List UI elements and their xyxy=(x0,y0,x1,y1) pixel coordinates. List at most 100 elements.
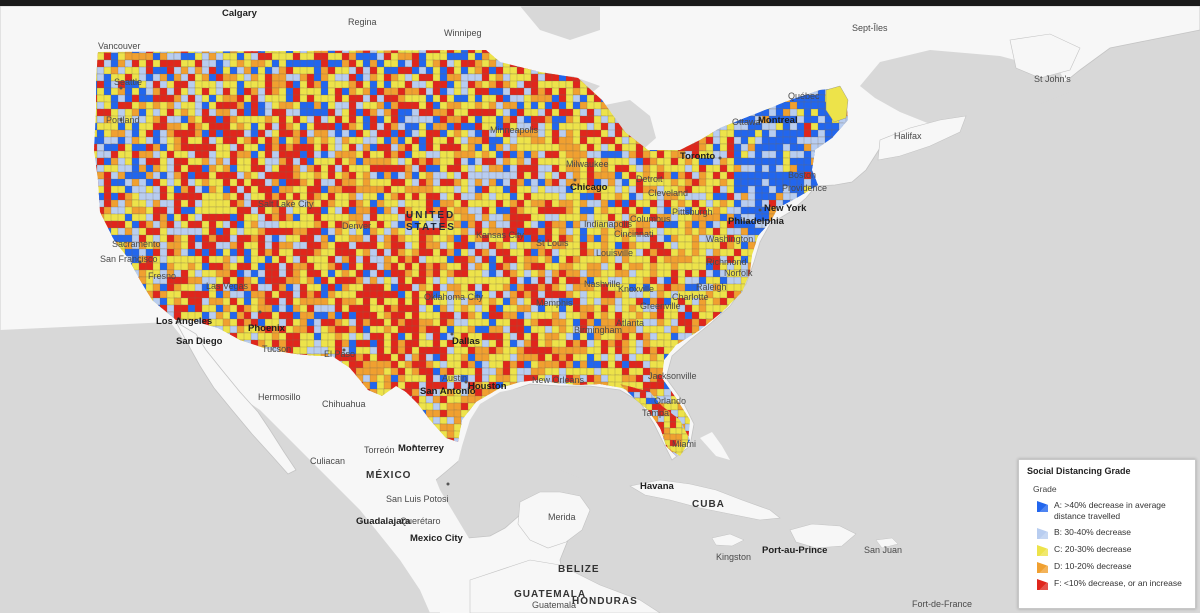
county-cell[interactable] xyxy=(152,87,161,97)
county-cell[interactable] xyxy=(432,164,441,173)
county-cell[interactable] xyxy=(439,318,449,328)
county-cell[interactable] xyxy=(215,115,224,124)
county-cell[interactable] xyxy=(796,143,805,153)
county-cell[interactable] xyxy=(159,199,169,209)
county-cell[interactable] xyxy=(418,136,427,146)
county-cell[interactable] xyxy=(264,115,274,124)
county-cell[interactable] xyxy=(299,269,308,279)
county-cell[interactable] xyxy=(425,339,434,349)
county-cell[interactable] xyxy=(229,143,239,152)
county-cell[interactable] xyxy=(362,108,372,118)
county-cell[interactable] xyxy=(194,59,204,68)
county-cell[interactable] xyxy=(334,150,343,160)
county-cell[interactable] xyxy=(236,101,245,111)
county-cell[interactable] xyxy=(523,318,532,327)
county-cell[interactable] xyxy=(257,234,266,244)
county-cell[interactable] xyxy=(299,87,309,96)
county-cell[interactable] xyxy=(467,248,477,257)
county-cell[interactable] xyxy=(299,227,309,237)
county-cell[interactable] xyxy=(236,178,246,188)
county-cell[interactable] xyxy=(789,143,799,153)
county-cell[interactable] xyxy=(131,227,141,237)
county-cell[interactable] xyxy=(201,213,211,223)
county-cell[interactable] xyxy=(327,283,336,293)
county-cell[interactable] xyxy=(327,276,337,285)
county-cell[interactable] xyxy=(327,185,336,195)
county-cell[interactable] xyxy=(551,346,560,355)
county-cell[interactable] xyxy=(621,185,630,194)
county-cell[interactable] xyxy=(677,318,686,328)
county-cell[interactable] xyxy=(768,178,777,188)
county-cell[interactable] xyxy=(166,150,176,160)
county-cell[interactable] xyxy=(103,199,113,209)
county-cell[interactable] xyxy=(474,248,484,257)
county-cell[interactable] xyxy=(271,122,281,131)
county-cell[interactable] xyxy=(110,157,119,166)
county-cell[interactable] xyxy=(551,115,560,124)
county-cell[interactable] xyxy=(572,206,581,216)
county-cell[interactable] xyxy=(229,234,238,244)
county-cell[interactable] xyxy=(222,297,231,307)
county-cell[interactable] xyxy=(432,332,442,342)
county-cell[interactable] xyxy=(397,129,407,138)
county-cell[interactable] xyxy=(138,52,147,61)
county-cell[interactable] xyxy=(229,157,238,167)
county-cell[interactable] xyxy=(642,150,651,159)
county-cell[interactable] xyxy=(397,262,406,272)
county-cell[interactable] xyxy=(565,325,575,334)
county-cell[interactable] xyxy=(509,262,518,272)
county-cell[interactable] xyxy=(579,108,589,118)
county-cell[interactable] xyxy=(593,346,603,355)
county-cell[interactable] xyxy=(180,136,190,146)
county-cell[interactable] xyxy=(124,101,133,111)
county-cell[interactable] xyxy=(614,346,623,356)
county-cell[interactable] xyxy=(670,171,680,181)
county-cell[interactable] xyxy=(488,87,498,96)
county-cell[interactable] xyxy=(180,108,189,117)
county-cell[interactable] xyxy=(327,290,337,300)
county-cell[interactable] xyxy=(376,94,386,104)
county-cell[interactable] xyxy=(180,206,190,216)
county-cell[interactable] xyxy=(425,353,434,362)
county-cell[interactable] xyxy=(138,101,148,111)
county-cell[interactable] xyxy=(747,129,757,138)
county-cell[interactable] xyxy=(586,150,595,160)
county-cell[interactable] xyxy=(362,185,372,194)
county-cell[interactable] xyxy=(460,143,470,153)
county-cell[interactable] xyxy=(362,290,372,299)
county-cell[interactable] xyxy=(558,206,567,216)
county-cell[interactable] xyxy=(656,164,666,174)
county-cell[interactable] xyxy=(537,185,547,195)
county-cell[interactable] xyxy=(96,80,105,90)
county-cell[interactable] xyxy=(404,283,414,292)
county-cell[interactable] xyxy=(215,304,225,314)
county-cell[interactable] xyxy=(677,164,686,174)
county-cell[interactable] xyxy=(397,80,406,90)
county-cell[interactable] xyxy=(824,122,834,131)
county-cell[interactable] xyxy=(600,297,609,306)
county-cell[interactable] xyxy=(474,269,484,278)
county-cell[interactable] xyxy=(313,262,322,272)
county-cell[interactable] xyxy=(222,157,232,167)
county-cell[interactable] xyxy=(369,115,379,125)
county-cell[interactable] xyxy=(145,150,154,160)
county-cell[interactable] xyxy=(152,52,162,61)
county-cell[interactable] xyxy=(313,220,323,229)
county-cell[interactable] xyxy=(397,283,407,293)
county-cell[interactable] xyxy=(432,346,441,355)
county-cell[interactable] xyxy=(194,276,204,286)
county-cell[interactable] xyxy=(215,136,224,145)
county-cell[interactable] xyxy=(201,185,211,195)
county-cell[interactable] xyxy=(222,234,231,244)
county-cell[interactable] xyxy=(138,157,147,167)
county-cell[interactable] xyxy=(173,87,183,97)
county-cell[interactable] xyxy=(376,59,385,68)
county-cell[interactable] xyxy=(145,59,155,68)
county-cell[interactable] xyxy=(537,129,546,139)
county-cell[interactable] xyxy=(677,325,686,335)
county-cell[interactable] xyxy=(159,157,168,167)
county-cell[interactable] xyxy=(502,283,511,292)
county-cell[interactable] xyxy=(334,164,343,174)
county-cell[interactable] xyxy=(257,220,266,229)
county-cell[interactable] xyxy=(418,311,428,321)
